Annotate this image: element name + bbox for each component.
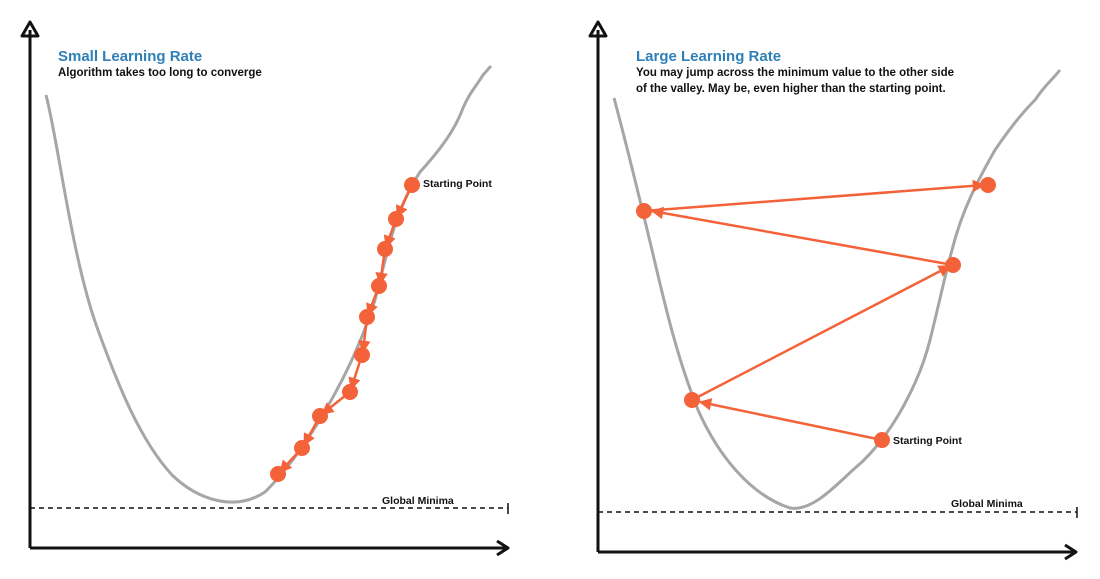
right-global-minima-label: Global Minima — [951, 498, 1023, 510]
right-step-arrow — [691, 264, 952, 402]
right-panel-subtitle-line2: of the valley. May be, even higher than … — [636, 83, 946, 95]
left-step-point — [312, 408, 328, 424]
right-y-axis-arrow — [588, 20, 608, 38]
right-loss-curve — [612, 69, 1062, 510]
left-step-point — [359, 309, 375, 325]
right-x-axis-arrow — [1064, 543, 1078, 561]
left-y-axis-arrow — [20, 20, 40, 38]
left-panel-title: Small Learning Rate — [58, 48, 203, 65]
left-end-point — [270, 466, 286, 482]
left-step-point — [294, 440, 310, 456]
right-panel — [588, 20, 1078, 561]
right-step-arrow — [650, 206, 954, 267]
right-step-point — [636, 203, 652, 219]
left-x-axis-arrow — [496, 539, 510, 557]
right-step-point — [945, 257, 961, 273]
right-panel-subtitle-line1: You may jump across the minimum value to… — [636, 67, 955, 79]
right-step-point — [684, 392, 700, 408]
right-step-arrow — [698, 398, 883, 442]
left-panel — [20, 20, 510, 557]
right-step-arrow — [643, 179, 986, 213]
left-step-point — [388, 211, 404, 227]
left-step-point — [377, 241, 393, 257]
left-step-point — [342, 384, 358, 400]
right-starting-point-label: Starting Point — [893, 435, 962, 447]
right-steps — [636, 177, 996, 448]
left-start-point — [404, 177, 420, 193]
right-start-point — [874, 432, 890, 448]
left-starting-point-label: Starting Point — [423, 178, 492, 190]
right-panel-title: Large Learning Rate — [636, 48, 782, 65]
right-end-point — [980, 177, 996, 193]
left-panel-subtitle: Algorithm takes too long to converge — [58, 67, 262, 79]
left-loss-curve — [44, 65, 493, 504]
left-global-minima-label: Global Minima — [382, 495, 454, 507]
left-step-point — [371, 278, 387, 294]
left-steps — [270, 177, 420, 482]
left-step-point — [354, 347, 370, 363]
